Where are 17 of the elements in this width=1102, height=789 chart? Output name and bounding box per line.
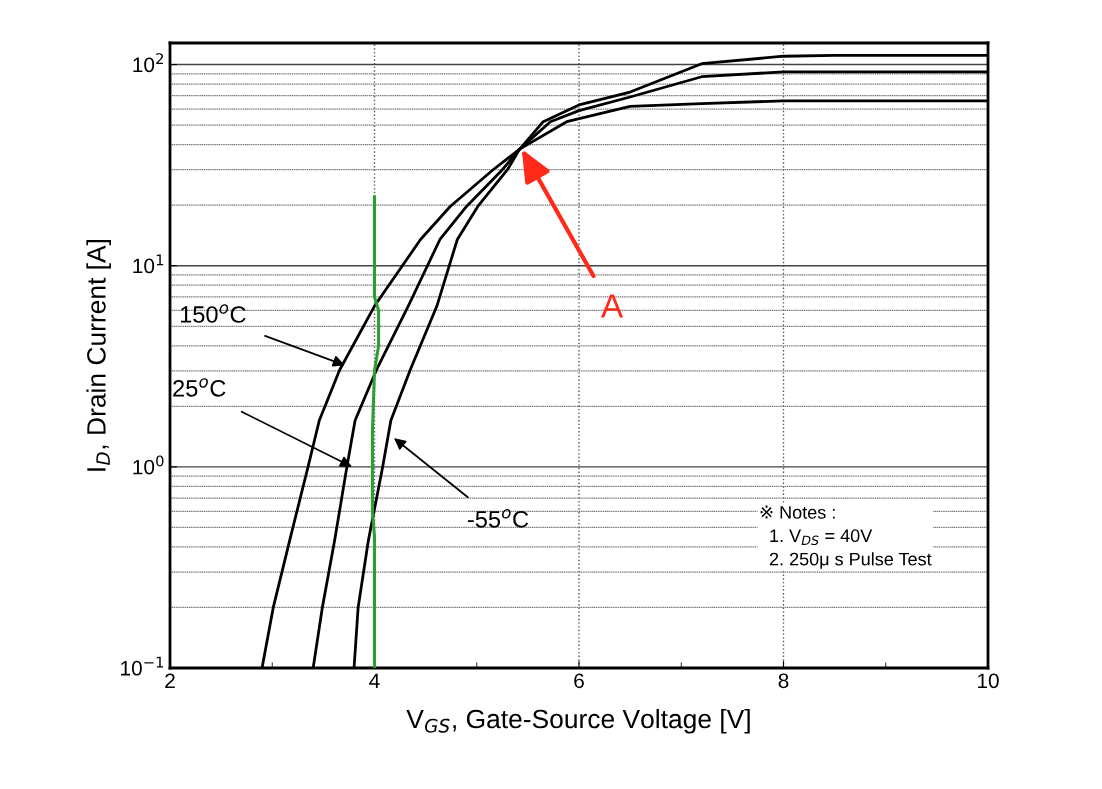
- x-tick-label: 6: [574, 673, 584, 689]
- annotation: 25$^{o}$C: [173, 378, 226, 397]
- x-tick-label: 4: [369, 673, 380, 688]
- y-tick-label: 10$^{2}$: [133, 53, 163, 73]
- annotation: -55$^{o}$C: [467, 509, 529, 528]
- annotation: A: [600, 294, 624, 318]
- annotation: ※ Notes : 1. V$_{DS}$ = 40V 2. 250μ s Pulse Test: [760, 505, 932, 569]
- x-tick-label: 10: [978, 673, 999, 689]
- line-series: [370, 195, 381, 668]
- annotation: 150$^{o}$C: [180, 304, 246, 323]
- y-tick-label: 10$^{0}$: [133, 455, 164, 475]
- x-tick-label: 2: [165, 673, 175, 688]
- y-tick-label: 10$^{1}$: [133, 254, 164, 274]
- x-axis-title: V$_{GS}$, Gate-Source Voltage [V]: [406, 708, 750, 734]
- x-tick-label: 8: [778, 673, 789, 689]
- y-tick-label: 10$^{−1}$: [121, 656, 164, 676]
- y-axis-title: I$_{D}$, Drain Current [A]: [86, 239, 111, 471]
